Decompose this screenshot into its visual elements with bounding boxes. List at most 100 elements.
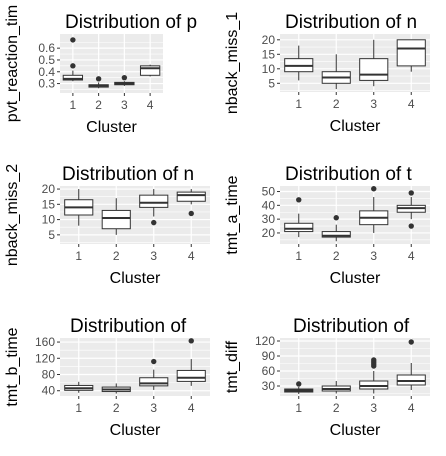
- y-axis-title: nback_miss_1: [224, 12, 241, 114]
- x-tick-label: 3: [121, 98, 128, 112]
- box-cluster-4: [396, 190, 426, 229]
- box-cluster-2: [101, 383, 131, 394]
- y-tick-label: 5: [268, 76, 275, 90]
- box-cluster-2: [88, 76, 109, 89]
- outlier-point: [70, 37, 76, 43]
- outlier-point: [296, 197, 302, 203]
- y-tick-label: 60: [262, 364, 276, 378]
- box-iqr: [284, 222, 314, 233]
- y-tick-label: 0.4: [38, 65, 55, 79]
- y-tick-label: 15: [42, 197, 56, 211]
- panel-1: Distribution of p 0.30.40.50.6 1 2 3 4 Cluster…: [4, 5, 197, 136]
- y-tick-label: 160: [35, 335, 55, 349]
- y-tick-label: 20: [262, 226, 276, 240]
- x-axis-title: Cluster: [330, 422, 381, 439]
- panel-title: Distribution of t: [285, 164, 412, 185]
- box-iqr: [359, 58, 389, 81]
- x-tick-label: 1: [75, 249, 82, 263]
- y-tick-label: 0.6: [38, 41, 55, 55]
- box-iqr: [396, 39, 426, 67]
- y-tick-label: 80: [42, 368, 56, 382]
- x-tick-label: 2: [95, 98, 102, 112]
- box-cluster-4: [396, 39, 426, 72]
- box-cluster-3: [359, 186, 389, 233]
- y-tick-label: 40: [262, 198, 276, 212]
- box-cluster-4: [176, 189, 206, 217]
- box-cluster-1: [64, 189, 94, 226]
- box-cluster-2: [101, 198, 131, 235]
- y-tick-label: 50: [262, 185, 276, 199]
- x-tick-label: 3: [370, 401, 377, 415]
- box-cluster-2: [321, 215, 351, 242]
- y-tick-label: 10: [262, 62, 276, 76]
- y-tick-label: 0.3: [38, 77, 55, 91]
- x-tick-label: 2: [113, 401, 120, 415]
- x-tick-label: 2: [333, 97, 340, 111]
- plot-background: [280, 338, 430, 396]
- outlier-point: [151, 219, 157, 226]
- box-cluster-1: [284, 197, 314, 238]
- box-iqr: [101, 209, 131, 230]
- y-tick-label: 10: [42, 213, 56, 227]
- y-tick-label: 5: [48, 228, 55, 242]
- x-tick-label: 3: [370, 97, 377, 111]
- y-tick-label: 20: [262, 33, 276, 47]
- x-tick-label: 2: [333, 401, 340, 415]
- outlier-point: [408, 223, 414, 229]
- panel-title: Distribution of n: [62, 164, 194, 185]
- y-tick-label: 20: [42, 182, 56, 196]
- x-tick-label: 2: [113, 249, 120, 263]
- x-tick-label: 1: [295, 401, 302, 415]
- outlier-point: [151, 358, 157, 365]
- box-cluster-4: [139, 64, 161, 77]
- x-tick-label: 4: [188, 401, 195, 415]
- panel-5: Distribution of 40 80 120 160 1 2 3 4 Cluster tmt_…: [4, 316, 210, 439]
- x-axis-title: Cluster: [110, 422, 161, 439]
- outlier-point: [408, 339, 414, 345]
- box-cluster-3: [139, 358, 169, 390]
- x-tick-label: 2: [333, 249, 340, 263]
- box-iqr: [62, 74, 84, 81]
- y-axis-title: nback_miss_2: [4, 164, 21, 266]
- x-tick-label: 4: [147, 98, 154, 112]
- y-tick-label: 30: [262, 379, 276, 393]
- outlier-point: [188, 210, 194, 217]
- panel-title: Distribution of n: [285, 12, 417, 33]
- box-iqr: [139, 194, 169, 208]
- outlier-point: [296, 381, 302, 387]
- box-iqr: [321, 231, 351, 238]
- box-cluster-3: [114, 74, 135, 86]
- outlier-point: [70, 63, 76, 69]
- x-tick-label: 1: [295, 249, 302, 263]
- outlier-point: [333, 215, 339, 221]
- box-iqr: [139, 65, 161, 76]
- y-tick-label: 30: [262, 212, 276, 226]
- box-cluster-1: [284, 45, 314, 81]
- plot-background: [280, 186, 430, 244]
- x-axis-title: Cluster: [86, 119, 137, 136]
- outlier-point: [121, 74, 128, 81]
- y-axis-title: tmt_diff: [224, 340, 241, 393]
- x-axis-title: Cluster: [330, 118, 381, 135]
- outlier-point: [95, 76, 102, 82]
- y-tick-label: 15: [262, 47, 276, 61]
- box-cluster-3: [139, 189, 169, 226]
- y-tick-label: 120: [35, 351, 55, 365]
- box-cluster-1: [62, 37, 84, 82]
- panel-title: Distribution of: [293, 316, 410, 337]
- y-axis-title: tmt_a_time: [224, 175, 241, 254]
- outlier-point: [408, 190, 414, 196]
- y-tick-label: 90: [262, 349, 276, 363]
- x-tick-label: 4: [408, 249, 415, 263]
- box-iqr: [176, 369, 206, 382]
- x-axis-title: Cluster: [110, 270, 161, 287]
- y-axis-title: pvt_reaction_tim: [4, 5, 21, 122]
- box-iqr: [176, 191, 206, 202]
- box-cluster-2: [321, 381, 351, 394]
- x-tick-label: 1: [75, 401, 82, 415]
- outlier-point: [371, 186, 377, 192]
- box-cluster-3: [359, 357, 389, 394]
- y-tick-label: 0.5: [38, 53, 55, 67]
